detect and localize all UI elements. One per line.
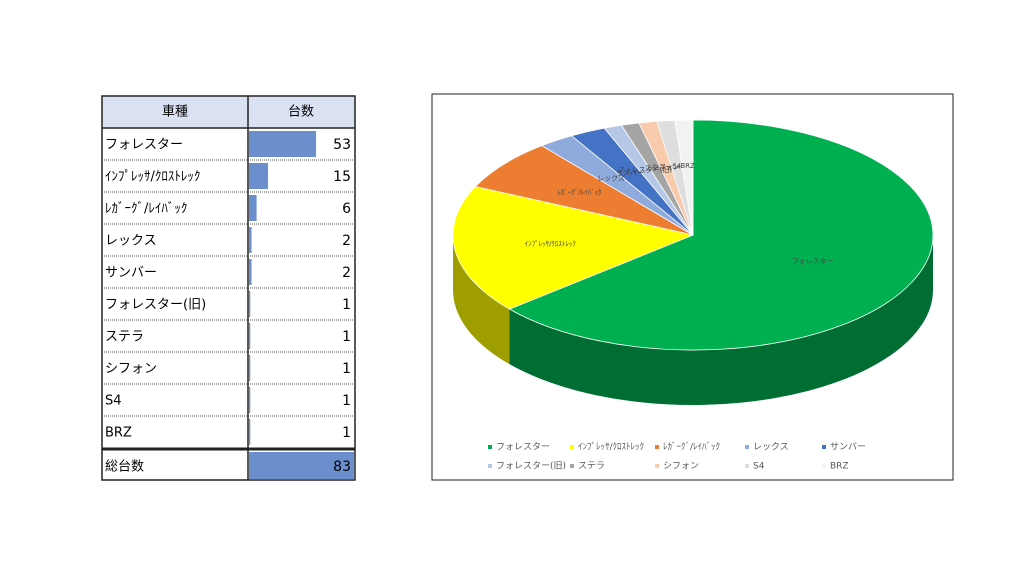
legend-label: レックス [753,442,789,453]
legend-label: フォレスター [496,442,550,453]
value-cell: 1 [342,361,351,377]
legend-label: ﾚｶﾞｰｸﾞ/ﾚｲﾊﾞｯｸ [663,442,720,453]
data-bar [249,419,251,445]
data-bar [249,323,251,349]
header-cell: 車種 [162,104,188,120]
value-cell: 1 [342,393,351,409]
category-cell: レックス [105,234,157,249]
value-cell: 2 [342,265,351,281]
category-cell: ﾚｶﾞｰｸﾞ/ﾚｲﾊﾞｯｸ [105,202,187,217]
legend-swatch [655,445,659,449]
slice-label: ﾚｶﾞｰｸﾞ/ﾚｲﾊﾞｯｸ [557,189,602,197]
category-cell: ｲﾝﾌﾟﾚｯｻ/ｸﾛｽﾄﾚｯｸ [105,170,200,185]
total-bar [249,452,354,479]
legend-label: フォレスター(旧) [496,461,566,472]
slice-label: ステラ [645,164,666,172]
pie-slice [452,186,695,310]
header-cell: 台数 [288,105,314,120]
legend-label: S4 [753,462,765,472]
pie-slice [508,119,934,351]
value-cell: 2 [342,233,351,249]
category-cell: サンバー [105,266,157,281]
data-bar [249,163,268,189]
value-cell: 1 [342,425,351,441]
legend-label: BRZ [830,462,849,472]
category-cell: ステラ [105,330,144,345]
category-cell: BRZ [105,426,132,441]
table-rows: フォレスター 53 ｲﾝﾌﾟﾚｯｻ/ｸﾛｽﾄﾚｯｸ 15 ﾚｶﾞｰｸﾞ/ﾚｲﾊﾞｯｸ 6 レ… [102,131,355,479]
slice-label: フォレスター [792,257,834,266]
value-cell: 53 [333,137,351,153]
value-cell: 6 [342,201,351,217]
category-cell: フォレスター [105,138,183,153]
value-cell: 15 [333,169,351,185]
legend-swatch [488,445,492,449]
legend-swatch [745,464,749,468]
pie-side [509,235,933,405]
data-bar [249,131,317,157]
value-cell: 1 [342,297,351,313]
pie-slice [474,145,694,236]
pie-side [453,235,510,365]
pie-slice [674,119,694,236]
category-cell: S4 [105,394,122,409]
total-label: 総台数 [105,460,144,475]
category-cell: フォレスター(旧) [105,298,206,313]
legend-swatch [822,445,826,449]
table-header-bg [102,96,355,128]
legend-label: サンバー [830,442,866,453]
legend-label: ステラ [578,461,605,472]
slice-label: サンバー [616,169,644,177]
value-cell: 1 [342,329,351,345]
slice-label: レックス [597,174,625,182]
pie: フォレスター ｲﾝﾌﾟﾚｯｻ/ｸﾛｽﾄﾚｯｸ ﾚｶﾞｰｸﾞ/ﾚｲﾊﾞｯｸ レックスサン… [452,119,934,405]
legend: フォレスター ｲﾝﾌﾟﾚｯｻ/ｸﾛｽﾄﾚｯｸ ﾚｶﾞｰｸﾞ/ﾚｲﾊﾞｯｸ レックス サン… [488,442,866,472]
legend-swatch [570,445,574,449]
slice-label: ｲﾝﾌﾟﾚｯｻ/ｸﾛｽﾄﾚｯｸ [525,240,577,248]
legend-swatch [745,445,749,449]
total-value: 83 [333,459,351,475]
legend-label: シフォン [663,462,699,472]
data-bar [249,355,251,381]
data-bar [249,195,257,221]
legend-swatch [488,464,492,468]
slice-label: シフォン [652,163,680,171]
category-cell: シフォン [105,362,157,377]
slice-label: S4 [672,162,681,170]
slice-label: BRZ [680,162,695,170]
data-bar [249,227,252,253]
legend-swatch [570,464,574,468]
legend-swatch [822,464,826,468]
data-bar [249,291,251,317]
data-bar [249,259,252,285]
legend-swatch [655,464,659,468]
slice-label: フォレスター(旧) [618,165,673,174]
data-bar [249,387,251,413]
legend-label: ｲﾝﾌﾟﾚｯｻ/ｸﾛｽﾄﾚｯｸ [578,442,644,453]
